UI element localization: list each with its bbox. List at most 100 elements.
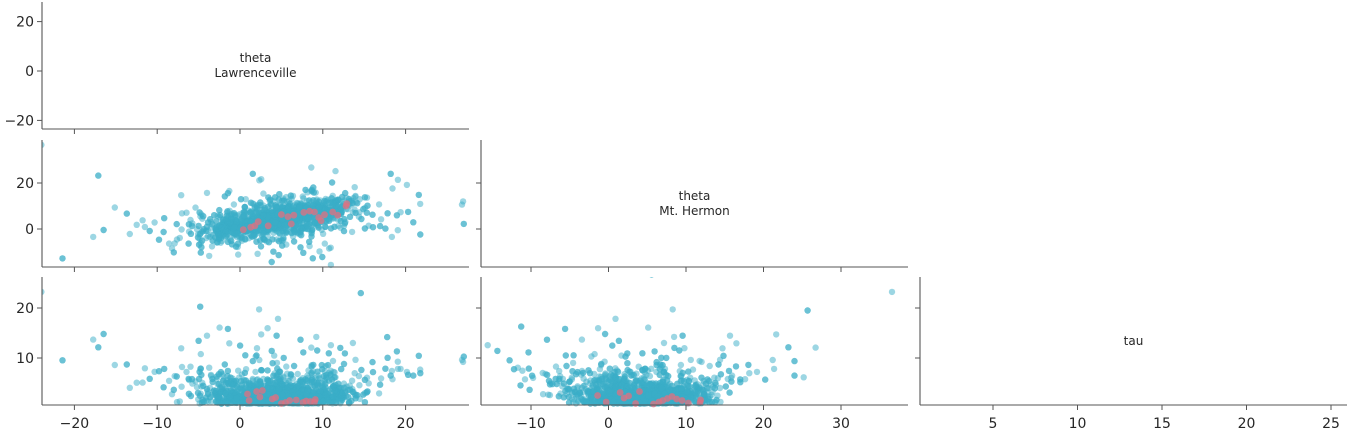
data-point: [230, 210, 238, 217]
data-point: [178, 226, 185, 233]
data-point: [0, 167, 6, 173]
data-point: [280, 354, 287, 362]
data-point: [394, 365, 402, 373]
data-point: [460, 220, 467, 228]
data-point: [308, 186, 315, 194]
data-point: [321, 240, 328, 247]
data-point: [358, 366, 365, 374]
data-point: [345, 394, 352, 401]
data-point: [216, 324, 223, 331]
data-point: [746, 370, 753, 377]
data-point: [275, 385, 283, 392]
data-point: [188, 222, 196, 230]
data-point: [326, 217, 333, 224]
data-point: [358, 334, 364, 340]
data-point: [42, 288, 45, 296]
data-point: [219, 383, 226, 391]
data-point: [218, 224, 225, 231]
data-point: [155, 368, 163, 375]
data-point: [351, 370, 358, 377]
data-point: [224, 208, 231, 215]
data-point: [59, 255, 66, 262]
data-point: [382, 225, 389, 232]
data-point: [311, 396, 319, 403]
data-point: [253, 345, 261, 352]
data-point: [308, 344, 315, 351]
data-point: [126, 384, 133, 391]
data-point: [242, 196, 249, 203]
data-point: [279, 380, 286, 388]
data-point: [306, 238, 313, 245]
data-point: [334, 211, 342, 219]
data-point: [376, 381, 384, 388]
data-point: [185, 240, 192, 247]
data-point: [375, 390, 383, 397]
data-point: [230, 201, 238, 208]
data-point: [235, 251, 242, 258]
data-point: [302, 186, 309, 194]
data-point: [151, 219, 158, 226]
data-point: [329, 393, 337, 400]
data-point: [160, 228, 167, 236]
data-point: [280, 235, 287, 242]
data-point: [384, 210, 391, 217]
data-point: [352, 356, 359, 363]
data-point: [161, 365, 168, 373]
data-point: [341, 220, 349, 227]
data-point: [133, 221, 140, 228]
data-point: [314, 368, 321, 375]
data-point: [358, 334, 364, 340]
data-point: [417, 231, 424, 238]
data-point: [126, 230, 133, 238]
data-point: [348, 377, 356, 384]
data-point: [273, 332, 280, 339]
data-point: [42, 141, 45, 149]
data-point: [257, 243, 265, 250]
data-point: [800, 374, 807, 381]
data-point: [364, 388, 371, 395]
data-point: [249, 357, 256, 365]
data-point: [241, 203, 248, 211]
data-point: [284, 213, 292, 221]
data-point: [384, 271, 390, 277]
data-point: [393, 212, 401, 219]
data-point: [564, 252, 570, 258]
data-point: [352, 209, 359, 217]
data-point: [348, 228, 356, 236]
data-point: [328, 376, 336, 383]
data-point: [458, 201, 466, 208]
data-point: [187, 230, 195, 237]
data-point: [358, 215, 365, 223]
data-point: [387, 170, 394, 177]
data-point: [273, 203, 280, 211]
data-point: [252, 368, 259, 376]
data-point: [264, 325, 271, 332]
data-point: [297, 244, 304, 251]
data-point: [226, 393, 234, 401]
data-point: [308, 233, 315, 240]
data-point: [424, 254, 430, 260]
data-point: [187, 363, 194, 370]
data-point: [361, 225, 369, 232]
data-point: [394, 227, 401, 234]
data-point: [0, 167, 6, 173]
data-point: [387, 372, 394, 379]
data-point: [95, 344, 102, 351]
data-point: [220, 216, 227, 223]
data-point: [228, 380, 236, 388]
data-point: [185, 390, 193, 397]
data-point: [0, 307, 6, 313]
data-point: [242, 236, 249, 243]
data-point: [233, 230, 240, 237]
data-point: [176, 234, 183, 242]
data-point: [349, 339, 357, 347]
data-point: [669, 306, 676, 313]
data-point: [321, 211, 328, 219]
data-point: [291, 228, 298, 236]
data-point: [194, 389, 202, 397]
data-point: [188, 375, 196, 383]
data-point: [123, 361, 130, 368]
data-point: [161, 215, 168, 222]
data-point: [211, 212, 218, 219]
data-point: [332, 387, 339, 394]
